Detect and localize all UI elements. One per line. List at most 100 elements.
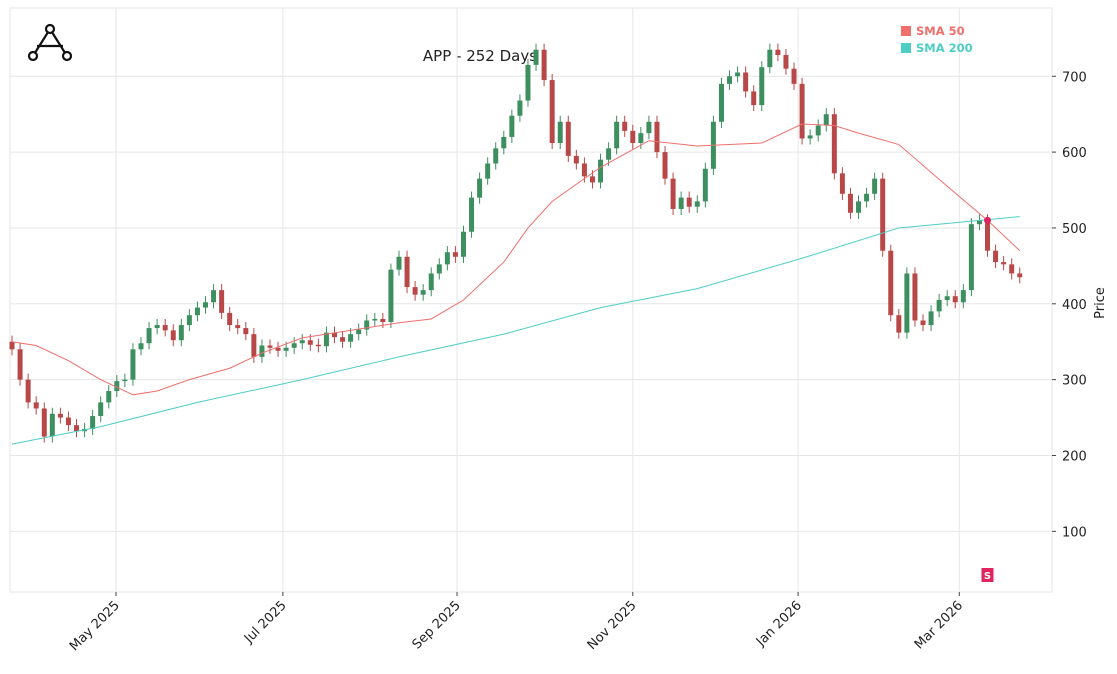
candle-body [1017, 273, 1023, 278]
candle-body [783, 55, 789, 69]
candle-body [751, 91, 757, 106]
candle-body [686, 197, 692, 207]
candle-body [533, 49, 539, 65]
candle-body [477, 178, 483, 198]
candle-body [323, 332, 329, 347]
candle-body [283, 347, 289, 351]
candle-body [799, 83, 805, 139]
candle-body [460, 231, 466, 257]
candle-body [74, 425, 80, 432]
candle-body [791, 68, 797, 84]
candle-body [259, 345, 265, 357]
candle-body [444, 252, 450, 265]
candle-body [727, 76, 733, 84]
logo [27, 23, 73, 62]
candle-body [525, 64, 531, 101]
x-tick-label: Nov 2025 [585, 598, 640, 653]
candle-body [888, 250, 894, 316]
chart-title: APP - 252 Days [423, 47, 537, 65]
candle-body [9, 341, 15, 350]
candle-body [388, 269, 394, 322]
candle-body [267, 345, 273, 348]
candle-body [130, 349, 136, 380]
candle-body [114, 381, 120, 392]
candle-body [702, 168, 708, 202]
legend-label: SMA 50 [916, 24, 965, 38]
signal-label: S [984, 571, 991, 582]
candle-body [856, 201, 862, 213]
candle-body [517, 100, 523, 116]
candle-body [831, 114, 837, 174]
candle-body [106, 391, 112, 403]
candle-body [662, 152, 668, 179]
candle-body [41, 408, 47, 437]
candle-body [275, 347, 281, 351]
candle-body [936, 300, 942, 312]
candle-body [735, 72, 741, 77]
x-tick-label: Jan 2026 [753, 598, 805, 650]
candle-body [243, 328, 249, 335]
y-tick-label: 500 [1062, 222, 1087, 237]
candle-body [49, 413, 55, 437]
candle-body [839, 173, 845, 194]
candle-body [170, 330, 176, 341]
candle-body [436, 264, 442, 274]
candle-body [581, 163, 587, 177]
candle-body [307, 340, 313, 345]
candle-body [356, 329, 362, 335]
x-tick-label: May 2025 [67, 598, 123, 654]
candle-body [90, 416, 96, 429]
candle-body [227, 312, 233, 326]
candle-body [767, 49, 773, 68]
candle-body [678, 197, 684, 209]
candle-body [380, 318, 386, 322]
sma-line [11, 123, 1021, 396]
candle-body [154, 325, 160, 329]
y-tick-label: 200 [1062, 449, 1087, 464]
sma-line [11, 216, 1020, 445]
candle-body [598, 159, 604, 183]
candle-body [1009, 264, 1015, 274]
legend-swatch [901, 43, 911, 53]
candle-body [743, 72, 749, 92]
legend-label: SMA 200 [916, 41, 973, 55]
x-tick-label: Sep 2025 [410, 598, 464, 652]
y-tick-label: 600 [1062, 146, 1087, 161]
candle-body [920, 320, 926, 326]
candle-body [759, 67, 765, 106]
candle-body [396, 256, 402, 270]
candle-body [968, 224, 974, 291]
candle-body [348, 334, 354, 342]
candle-body [122, 379, 128, 382]
candle-body [823, 114, 829, 126]
y-tick-label: 400 [1062, 298, 1087, 313]
candle-body [428, 273, 434, 291]
x-tick-label: Jul 2025 [241, 598, 290, 647]
candle-body [17, 349, 23, 380]
y-axis-label: Price [1093, 287, 1108, 319]
candle-body [646, 121, 652, 134]
candle-body [485, 163, 491, 179]
candle-body [960, 290, 966, 303]
y-tick-label: 300 [1062, 374, 1087, 389]
candle-body [98, 402, 104, 417]
candle-body [993, 250, 999, 263]
x-tick-label: Mar 2026 [912, 598, 966, 652]
candle-body [614, 121, 620, 149]
signal-badge [981, 568, 994, 582]
candle-body [589, 176, 595, 183]
legend-swatch [901, 26, 911, 36]
candle-body [219, 290, 225, 313]
candle-body [654, 121, 660, 153]
candle-body [638, 133, 644, 144]
candle-body [565, 121, 571, 156]
candle-body [162, 325, 168, 331]
candle-body [976, 220, 982, 225]
candle-body [622, 121, 628, 131]
candle-body [33, 402, 39, 409]
candle-body [912, 273, 918, 321]
candle-body [412, 287, 418, 295]
candle-body [807, 135, 813, 139]
candle-body [194, 307, 200, 316]
